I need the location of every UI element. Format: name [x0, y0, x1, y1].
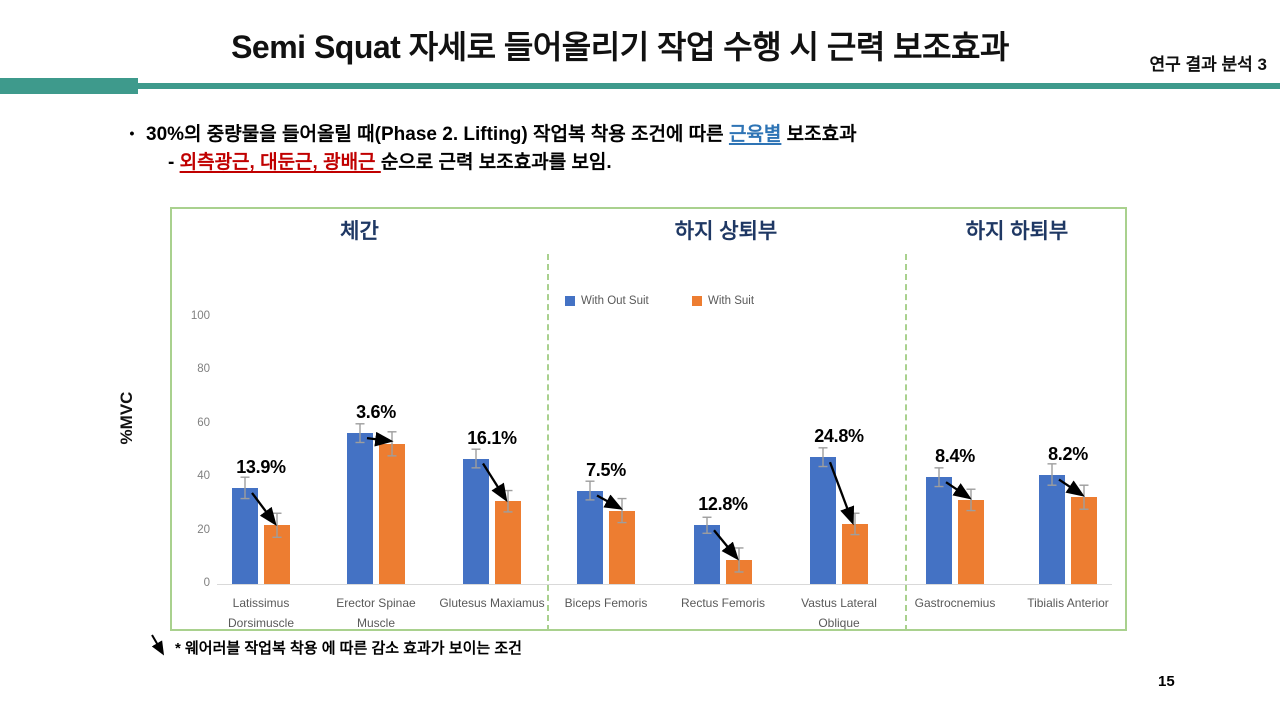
bar-without-suit — [926, 477, 952, 584]
bar-without-suit — [577, 490, 603, 584]
decrease-arrow-icon — [151, 634, 165, 656]
teal-divider-line — [0, 83, 1280, 89]
bar-with-suit — [609, 510, 635, 584]
y-tick-label: 20 — [197, 523, 210, 536]
page-title: Semi Squat 자세로 들어올리기 작업 수행 시 근력 보조효과 — [231, 29, 1009, 65]
page-number: 15 — [1158, 673, 1175, 690]
bar-with-suit — [726, 559, 752, 584]
bar-without-suit — [1039, 474, 1065, 584]
bar-without-suit — [347, 433, 373, 584]
category-label: Vastus Lateral Oblique — [801, 596, 877, 631]
bar-without-suit — [463, 458, 489, 584]
category-label: Latissimus Dorsimuscle — [227, 596, 294, 631]
y-tick-label: 40 — [197, 470, 210, 483]
legend-label: With Out Suit — [581, 295, 649, 307]
y-tick-label: 80 — [197, 363, 210, 376]
category-label: Glutesus Maxiamus — [439, 596, 545, 610]
bar-without-suit — [232, 487, 258, 584]
legend-swatch — [565, 296, 575, 306]
bullet-line-2: - 외측광근, 대둔근, 광배근 순으로 근력 보조효과를 보임. — [168, 147, 612, 174]
footnote: * 웨어러블 작업복 착용 에 따른 감소 효과가 보이는 조건 — [148, 632, 522, 658]
reduction-percent-label: 7.5% — [586, 459, 626, 480]
bar-with-suit — [264, 525, 290, 584]
bullet-1-highlight: 근육별 — [728, 124, 782, 145]
chart-section-title: 하지 상퇴부 — [674, 220, 778, 243]
legend-item: With Suit — [692, 295, 754, 307]
x-axis-line — [217, 584, 1112, 585]
reduction-percent-label: 3.6% — [356, 402, 396, 423]
bar-with-suit — [842, 523, 868, 584]
legend-item: With Out Suit — [565, 295, 649, 307]
bullet-1-suffix: 보조효과 — [781, 124, 857, 145]
reduction-percent-label: 8.2% — [1048, 443, 1088, 464]
y-tick-label: 100 — [190, 310, 210, 322]
reduction-percent-label: 16.1% — [467, 427, 517, 448]
bar-with-suit — [379, 443, 405, 584]
legend-swatch — [692, 296, 702, 306]
category-label: Tibialis Anterior — [1027, 596, 1109, 610]
reduction-percent-label: 8.4% — [935, 446, 975, 467]
y-tick-label: 60 — [197, 416, 210, 429]
bar-with-suit — [1071, 497, 1097, 584]
bullet-2-suffix: 순으로 근력 보조효과를 보임. — [380, 152, 612, 173]
bullet-2-dash: - — [168, 152, 180, 173]
section-divider-line — [547, 254, 549, 631]
bar-without-suit — [694, 525, 720, 584]
chart-section-title: 하지 하퇴부 — [965, 220, 1069, 243]
section-divider-line — [905, 254, 907, 631]
category-label: Rectus Femoris — [680, 596, 766, 610]
reduction-percent-label: 13.9% — [236, 456, 286, 477]
bullet-1-prefix: 30%의 중량물을 들어올릴 때(Phase 2. Lifting) 작업복 착… — [146, 124, 729, 145]
teal-divider-accent — [0, 78, 138, 94]
reduction-percent-label: 24.8% — [814, 426, 864, 447]
bar-with-suit — [495, 501, 521, 584]
chart-overlay — [240, 423, 1089, 573]
header-note: 연구 결과 분석 3 — [1149, 55, 1267, 74]
bar-without-suit — [810, 457, 836, 584]
reduction-percent-label: 12.8% — [698, 494, 748, 515]
bullet-line-1: • 30%의 중량물을 들어올릴 때(Phase 2. Lifting) 작업복 … — [118, 119, 857, 146]
bullet-dot: • — [129, 125, 135, 141]
bar-chart: 체간 하지 상퇴부 하지 하퇴부 With Out Suit With Suit 0 20 4… — [170, 207, 1127, 631]
category-label: Gastrocnemius — [914, 596, 996, 610]
chart-section-title: 체간 — [340, 220, 379, 243]
category-label: Erector Spinae Muscle — [336, 596, 416, 631]
y-axis-title: %MVC — [117, 391, 136, 445]
bar-with-suit — [958, 499, 984, 584]
bullet-2-highlight: 외측광근, 대둔근, 광배근 — [179, 152, 381, 173]
y-tick-label: 0 — [203, 577, 210, 589]
footnote-text: * 웨어러블 작업복 착용 에 따른 감소 효과가 보이는 조건 — [175, 640, 522, 657]
category-label: Biceps Femoris — [564, 596, 648, 610]
legend-label: With Suit — [708, 295, 755, 307]
